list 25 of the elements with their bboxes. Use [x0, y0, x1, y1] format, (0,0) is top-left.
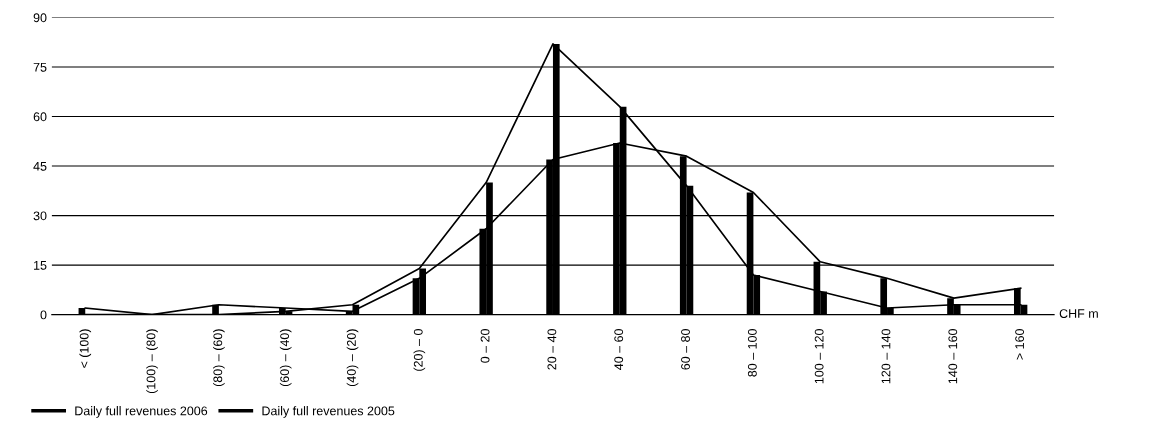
- legend-label: Daily full revenues 2006: [75, 406, 208, 418]
- x-axis-title: CHF m: [1059, 309, 1098, 318]
- y-tick-label: 0: [40, 310, 47, 320]
- y-tick-label: 30: [33, 211, 47, 221]
- x-tick-label: (100) – (80): [146, 329, 158, 394]
- x-tick-label: > 160: [1015, 329, 1025, 360]
- x-tick-label: 140 – 160: [948, 329, 958, 384]
- x-tick-label: 20 – 40: [547, 329, 557, 370]
- x-tick-label: 80 – 100: [747, 329, 757, 377]
- y-tick-label: 60: [33, 112, 47, 122]
- x-tick-label: < (100): [79, 329, 92, 368]
- x-tick-label: 60 – 80: [681, 329, 690, 370]
- x-tick-label: 40 – 60: [614, 329, 624, 370]
- x-tick-label: (20) – 0: [413, 329, 426, 371]
- y-tick-label: 45: [33, 161, 47, 171]
- x-tick-label: (80) – (60): [213, 329, 225, 387]
- y-tick-label: 15: [34, 261, 47, 270]
- y-tick-label: 90: [33, 13, 47, 23]
- x-tick-label: (60) – (40): [279, 329, 292, 387]
- x-tick-label: 100 – 120: [814, 329, 824, 384]
- y-tick-label: 75: [33, 62, 47, 72]
- x-tick-label: 0 – 20: [480, 329, 490, 363]
- x-tick-label: 120 – 140: [881, 329, 891, 384]
- x-tick-label: (40) – (20): [346, 329, 359, 387]
- legend-label: Daily full revenues 2005: [262, 406, 395, 418]
